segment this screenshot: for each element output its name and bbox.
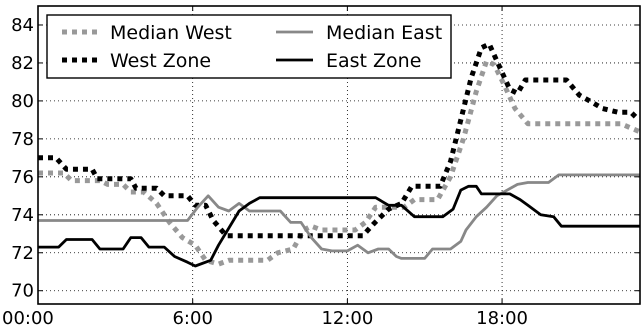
plot-frame — [37, 5, 641, 305]
axis-ticks: 70 72 74 76 78 80 82 84 00:00 6:00 12:00 18:00 — [2, 6, 640, 329]
y-tick-label: 84 — [11, 15, 34, 36]
legend-label-median-west: Median West — [110, 22, 232, 44]
y-tick-label: 82 — [11, 53, 34, 74]
y-tick-label: 76 — [11, 167, 34, 188]
legend-label-east-zone: East Zone — [326, 50, 421, 72]
y-tick-label: 78 — [11, 129, 34, 150]
y-tick-label: 80 — [11, 91, 34, 112]
legend-item-east-zone: East Zone — [276, 50, 421, 72]
x-tick-label: 18:00 — [476, 308, 528, 329]
series-line-median-west — [38, 58, 640, 267]
y-tick-label: 70 — [11, 281, 34, 302]
y-tick-label: 72 — [11, 243, 34, 264]
series-line-east-zone — [38, 184, 640, 268]
x-tick-label: 12:00 — [321, 308, 373, 329]
legend-item-median-west: Median West — [62, 22, 232, 44]
plot-lines — [38, 41, 640, 268]
x-tick-label: 6:00 — [172, 308, 212, 329]
x-tick-label: 00:00 — [2, 308, 54, 329]
y-tick-label: 74 — [11, 205, 34, 226]
legend-frame — [46, 14, 452, 79]
legend-item-median-east: Median East — [276, 22, 442, 44]
series-line-west-zone — [38, 41, 640, 239]
legend-item-west-zone: West Zone — [62, 50, 211, 72]
legend-label-west-zone: West Zone — [110, 50, 211, 72]
legend-label-median-east: Median East — [326, 22, 442, 44]
legend: Median West West Zone Median East East Z… — [46, 14, 452, 79]
